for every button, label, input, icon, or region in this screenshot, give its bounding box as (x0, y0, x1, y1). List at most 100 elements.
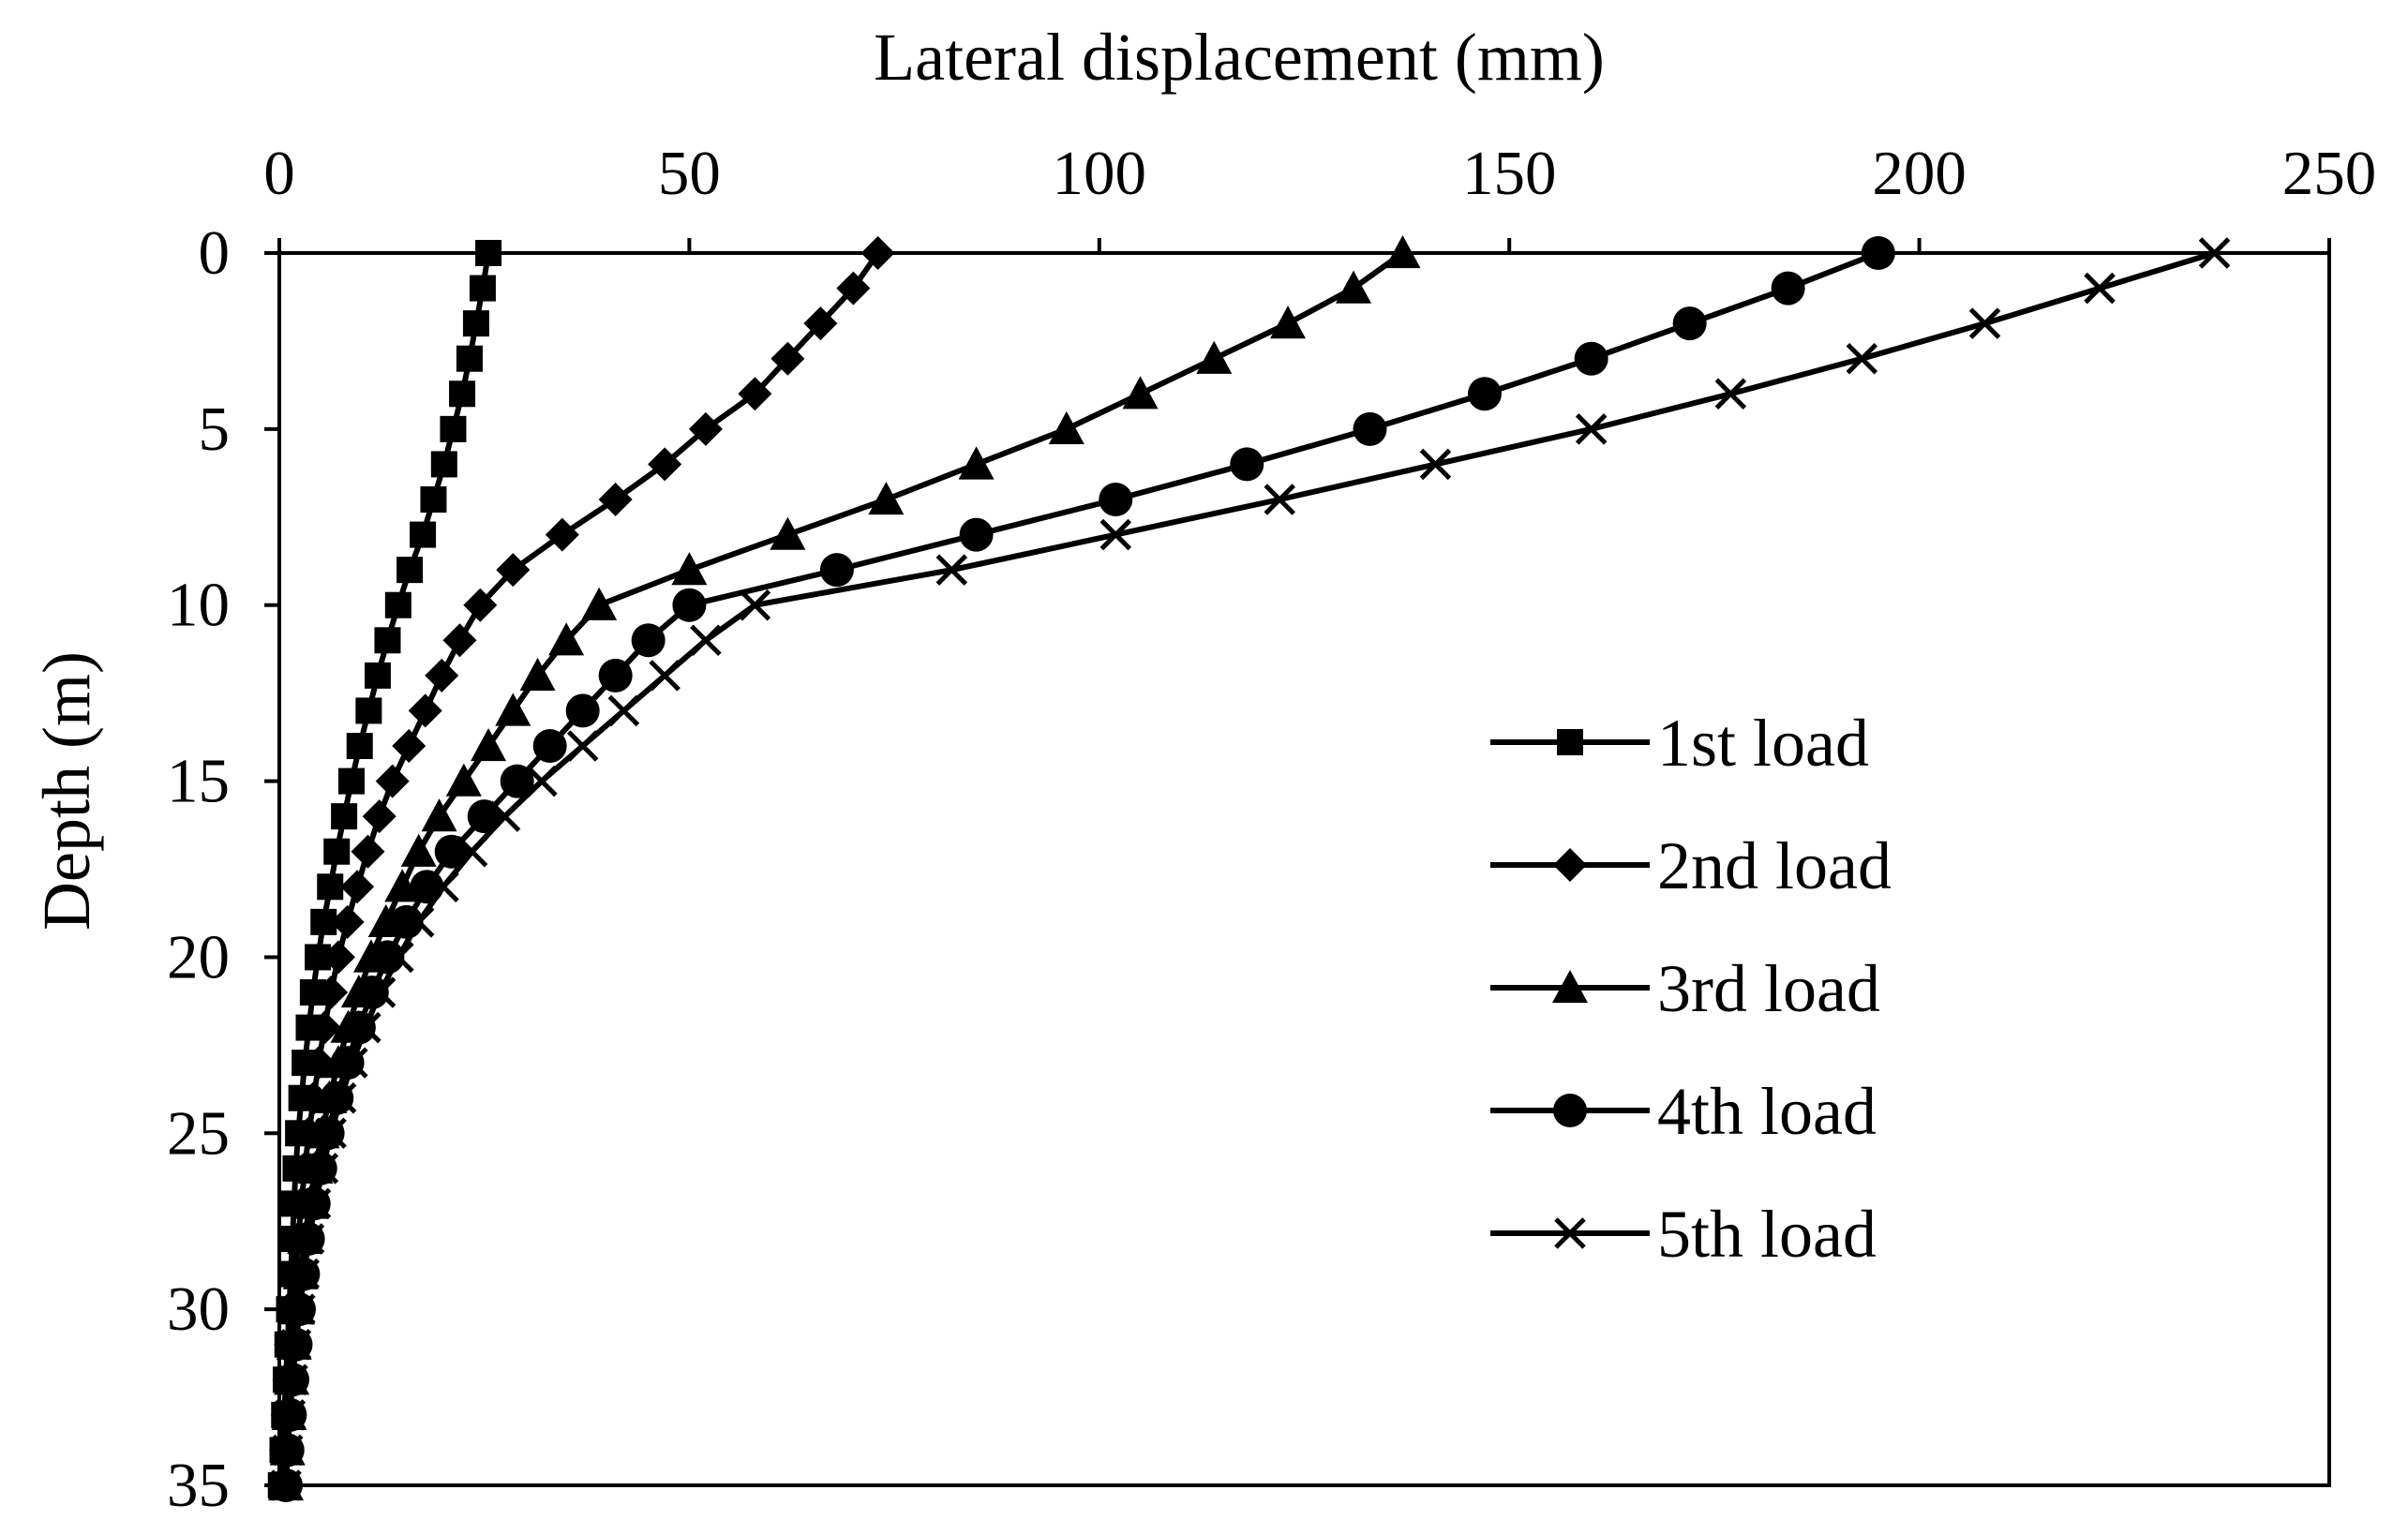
legend-label: 5th load (1657, 1197, 1877, 1272)
data-point (739, 589, 771, 621)
data-point (362, 799, 396, 834)
data-point (317, 873, 344, 901)
x-tick-label: 50 (658, 139, 721, 208)
data-point (430, 451, 457, 478)
data-point (500, 764, 534, 798)
series-line (283, 250, 2216, 1486)
data-point (488, 800, 521, 832)
data-point (959, 517, 994, 552)
data-point (323, 838, 351, 865)
data-point (958, 446, 995, 480)
data-point (649, 660, 681, 692)
data-point (1846, 342, 1878, 375)
data-point (314, 976, 349, 1009)
legend-entry: 3rd load (1490, 951, 1880, 1026)
data-point (671, 552, 708, 586)
axes-layer: 0 50 100 150 200 250 0 5 10 15 20 25 30 35 (167, 139, 2376, 1520)
data-point (355, 697, 382, 724)
data-point (526, 765, 558, 797)
data-point (1861, 236, 1895, 270)
data-point (425, 658, 459, 693)
data-point (434, 834, 469, 869)
legend-marker (1557, 729, 1583, 755)
data-point (331, 803, 358, 830)
data-point (471, 728, 507, 762)
data-point (408, 693, 442, 728)
data-point (270, 1469, 302, 1501)
data-point (548, 622, 585, 656)
data-point (1122, 376, 1159, 410)
data-point (688, 411, 723, 446)
legend-marker (1553, 1094, 1587, 1127)
x-tick-label: 200 (1872, 139, 1967, 208)
data-point (467, 799, 501, 834)
data-point (607, 694, 640, 727)
data-point (836, 271, 871, 305)
data-point (1714, 378, 1747, 410)
series-layer (267, 235, 2231, 1502)
data-point (1099, 518, 1132, 551)
data-point (648, 447, 682, 482)
data-point (456, 345, 483, 372)
series-5 (270, 237, 2231, 1501)
data-point (2198, 237, 2231, 269)
data-point (1099, 483, 1133, 516)
legend: 1st load 2nd load 3rd load 4th load 5th load (1490, 706, 1892, 1272)
legend-marker (1552, 970, 1588, 1004)
data-point (1230, 447, 1264, 482)
data-point (284, 1293, 316, 1325)
data-point (292, 1223, 325, 1255)
data-point (427, 871, 459, 903)
data-point (340, 870, 375, 904)
data-point (545, 517, 579, 552)
data-point (1771, 271, 1805, 305)
y-tick-label: 25 (167, 1098, 230, 1168)
data-point (330, 904, 365, 939)
data-point (421, 798, 457, 832)
data-point (770, 341, 805, 376)
data-point (770, 516, 806, 550)
data-point (449, 380, 476, 408)
data-point (1353, 411, 1387, 446)
legend-label: 1st load (1657, 706, 1869, 781)
data-point (410, 870, 444, 904)
data-point (299, 1187, 332, 1220)
legend-marker (1554, 1217, 1586, 1249)
data-point (1264, 484, 1296, 515)
data-point (364, 662, 391, 689)
data-point (1419, 448, 1452, 481)
data-point (803, 306, 838, 341)
data-point (581, 587, 618, 620)
data-point (496, 553, 531, 588)
data-point (819, 553, 854, 588)
data-point (346, 733, 373, 759)
data-point (307, 1153, 339, 1185)
data-point (288, 1258, 321, 1290)
data-point (410, 521, 437, 548)
data-point (307, 1010, 342, 1045)
data-point (2084, 272, 2116, 305)
data-point (1335, 270, 1371, 304)
data-point (565, 693, 600, 728)
data-point (400, 833, 437, 867)
data-point (392, 729, 426, 763)
legend-label: 3rd load (1657, 951, 1880, 1026)
data-point (337, 767, 365, 795)
plot-frame (277, 251, 2331, 1487)
data-point (462, 310, 489, 337)
data-point (396, 557, 424, 584)
data-point (463, 588, 498, 622)
data-point (277, 1364, 308, 1396)
data-point (440, 415, 467, 442)
data-point (445, 763, 482, 797)
y-tick-label: 30 (167, 1274, 230, 1344)
x-tick-label: 150 (1462, 139, 1557, 208)
data-point (1574, 341, 1608, 376)
data-point (402, 906, 435, 938)
legend-entry: 1st load (1490, 706, 1869, 781)
data-point (469, 275, 496, 302)
data-point (532, 729, 567, 763)
data-point (935, 554, 968, 586)
